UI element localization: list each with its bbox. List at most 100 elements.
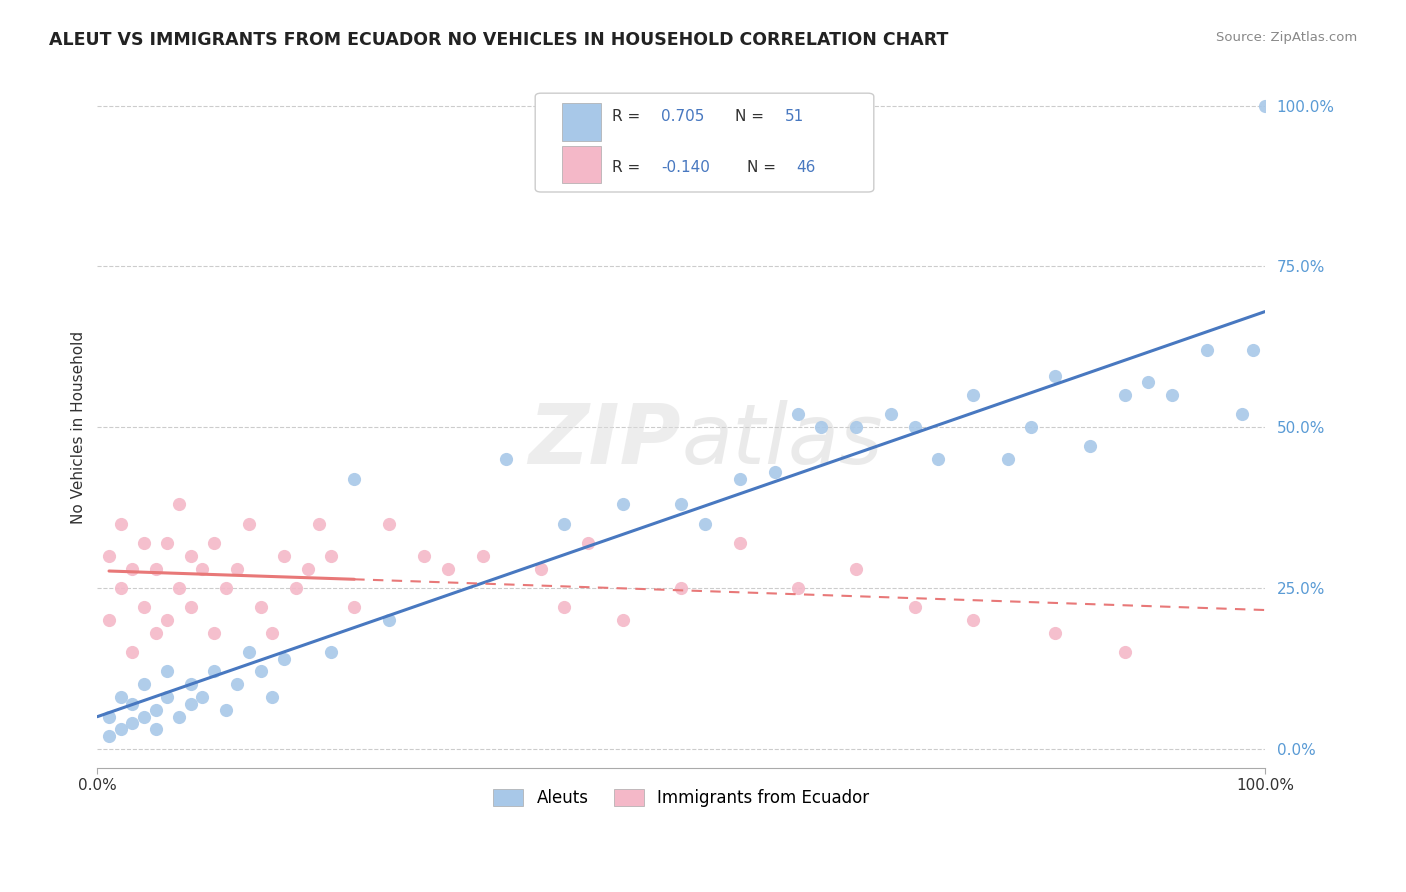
Point — [132, 600, 155, 615]
Y-axis label: No Vehicles in Household: No Vehicles in Household — [72, 331, 86, 524]
Point — [471, 549, 494, 563]
Text: N =: N = — [747, 161, 780, 176]
Point — [121, 697, 143, 711]
Point — [962, 613, 984, 627]
Point — [1230, 407, 1253, 421]
Point — [319, 645, 342, 659]
Point — [343, 472, 366, 486]
Point — [202, 536, 225, 550]
Point — [145, 626, 167, 640]
Point — [413, 549, 436, 563]
Point — [728, 536, 751, 550]
Point — [997, 452, 1019, 467]
Point — [98, 709, 121, 723]
Point — [167, 581, 190, 595]
Point — [180, 549, 202, 563]
Point — [167, 497, 190, 511]
Point — [202, 626, 225, 640]
Point — [110, 723, 132, 737]
Point — [156, 613, 179, 627]
Point — [284, 581, 307, 595]
Point — [810, 420, 832, 434]
Point — [262, 690, 284, 705]
Text: -0.140: -0.140 — [661, 161, 710, 176]
Text: 46: 46 — [797, 161, 815, 176]
Point — [132, 677, 155, 691]
Point — [553, 600, 575, 615]
Point — [1195, 343, 1218, 357]
Point — [553, 516, 575, 531]
Point — [226, 561, 249, 575]
Point — [191, 561, 214, 575]
Text: R =: R = — [612, 161, 645, 176]
Text: R =: R = — [612, 109, 645, 124]
Point — [121, 715, 143, 730]
Point — [238, 516, 260, 531]
Point — [378, 613, 401, 627]
Point — [132, 536, 155, 550]
Point — [98, 549, 121, 563]
Point — [787, 407, 810, 421]
Point — [728, 472, 751, 486]
Point — [343, 600, 366, 615]
FancyBboxPatch shape — [562, 146, 600, 184]
Text: N =: N = — [735, 109, 769, 124]
Point — [436, 561, 458, 575]
Point — [612, 613, 634, 627]
Point — [880, 407, 903, 421]
Point — [110, 516, 132, 531]
Point — [693, 516, 716, 531]
Point — [273, 651, 295, 665]
Point — [145, 703, 167, 717]
Point — [495, 452, 517, 467]
Point — [763, 465, 786, 479]
Point — [226, 677, 249, 691]
Text: atlas: atlas — [681, 401, 883, 482]
Point — [612, 497, 634, 511]
Point — [904, 600, 927, 615]
Point — [1254, 98, 1277, 112]
Point — [145, 561, 167, 575]
Point — [202, 665, 225, 679]
Point — [1137, 375, 1160, 389]
Point — [904, 420, 927, 434]
Point — [787, 581, 810, 595]
Point — [1241, 343, 1264, 357]
Point — [180, 677, 202, 691]
Point — [1114, 645, 1136, 659]
Point — [98, 729, 121, 743]
Point — [121, 645, 143, 659]
Point — [308, 516, 330, 531]
Point — [1078, 439, 1101, 453]
Point — [132, 709, 155, 723]
Point — [156, 690, 179, 705]
FancyBboxPatch shape — [536, 93, 873, 192]
Point — [191, 690, 214, 705]
Point — [1043, 368, 1066, 383]
Text: ZIP: ZIP — [529, 401, 681, 482]
Legend: Aleuts, Immigrants from Ecuador: Aleuts, Immigrants from Ecuador — [486, 782, 876, 814]
Point — [378, 516, 401, 531]
Point — [669, 497, 692, 511]
FancyBboxPatch shape — [562, 103, 600, 141]
Point — [110, 581, 132, 595]
Point — [262, 626, 284, 640]
Point — [1021, 420, 1043, 434]
Point — [530, 561, 553, 575]
Point — [927, 452, 949, 467]
Point — [250, 665, 273, 679]
Point — [180, 600, 202, 615]
Point — [156, 665, 179, 679]
Point — [669, 581, 692, 595]
Point — [1043, 626, 1066, 640]
Point — [273, 549, 295, 563]
Point — [121, 561, 143, 575]
Point — [98, 613, 121, 627]
Text: 0.705: 0.705 — [661, 109, 704, 124]
Point — [1114, 388, 1136, 402]
Point — [845, 420, 868, 434]
Point — [156, 536, 179, 550]
Text: 51: 51 — [785, 109, 804, 124]
Point — [215, 581, 238, 595]
Point — [250, 600, 273, 615]
